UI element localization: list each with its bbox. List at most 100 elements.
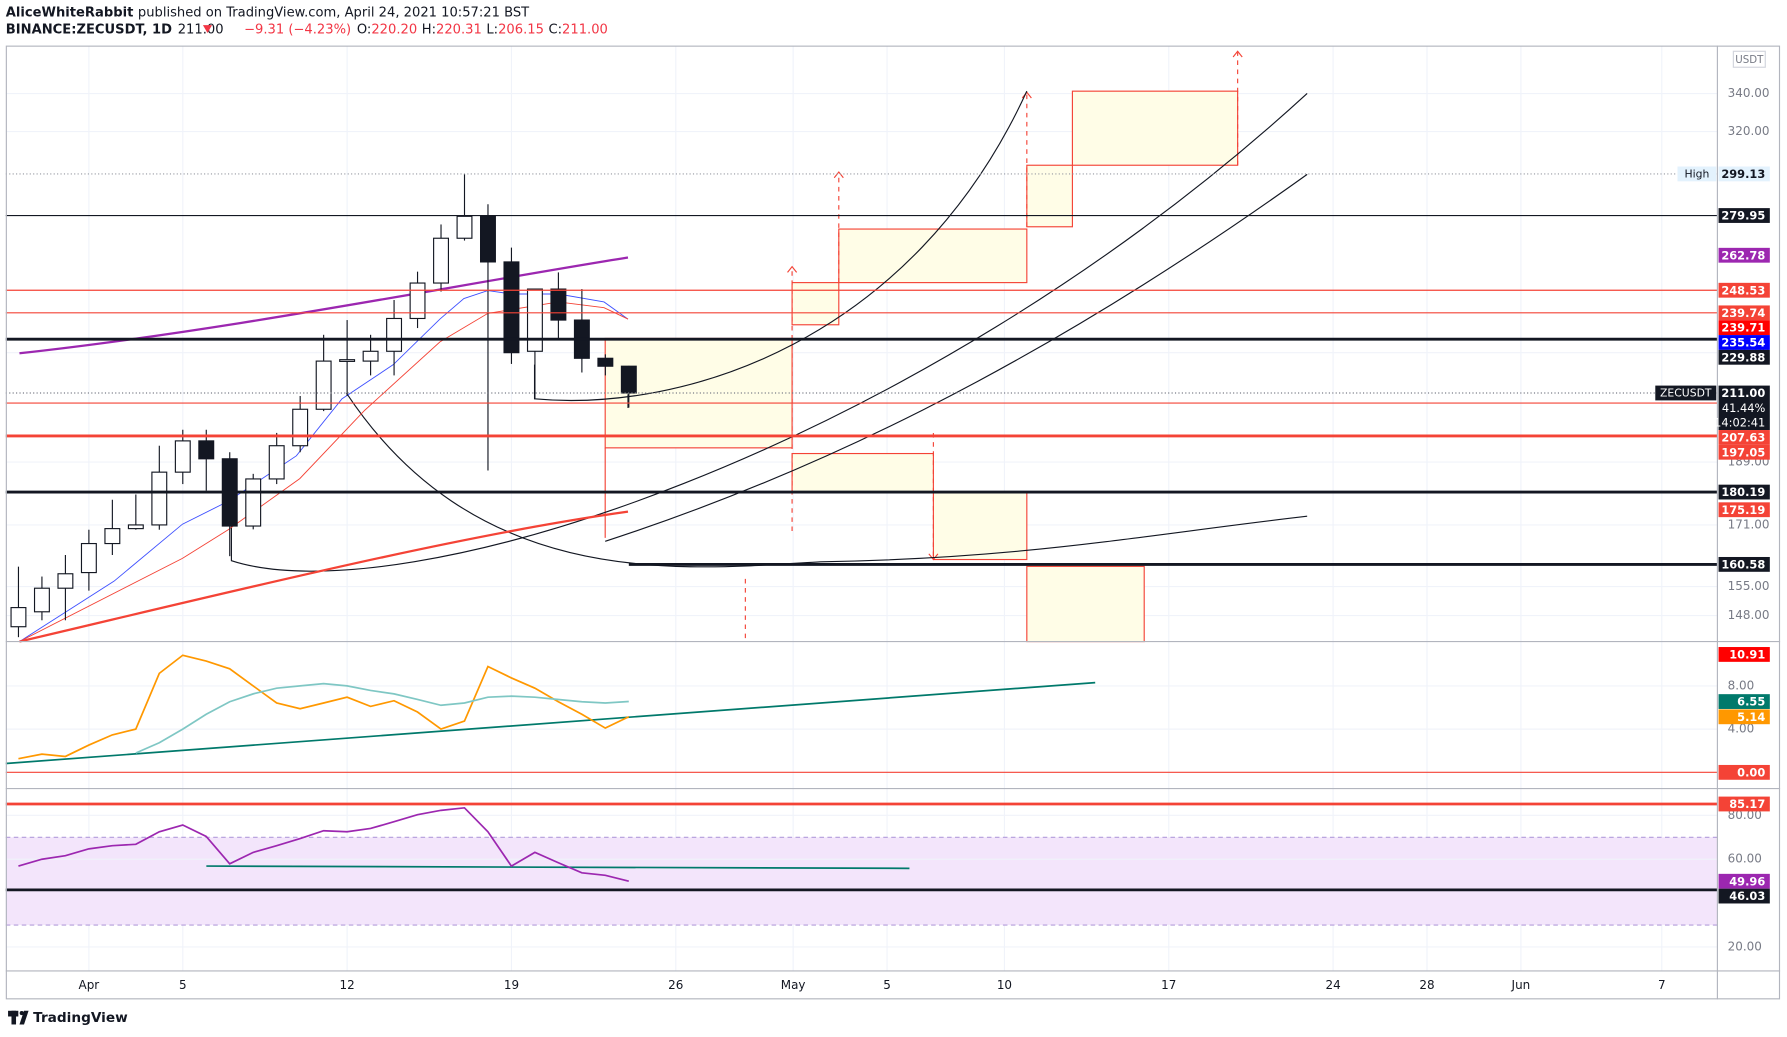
y-tick-label: 20.00 [1728, 939, 1762, 953]
candle-body [127, 524, 144, 530]
candle-body [550, 288, 567, 321]
candle-body [339, 359, 356, 362]
price-tag [1718, 247, 1770, 263]
candle-body [362, 350, 379, 362]
low-key: L: [486, 22, 498, 37]
x-tick-label: 12 [340, 978, 355, 992]
price-tag [1718, 430, 1770, 445]
price-tag-label: 279.95 [1721, 209, 1765, 223]
price-tag [1718, 647, 1770, 662]
box [932, 491, 1028, 561]
price-tag-label: 299.13 [1721, 167, 1765, 181]
candle-body [315, 360, 332, 410]
candle-body [503, 261, 520, 354]
candle-body [597, 357, 614, 367]
arrow-head [1232, 50, 1243, 58]
price-tag-label: 207.63 [1721, 431, 1765, 445]
price-tag [1718, 335, 1770, 350]
candle-body [33, 587, 50, 613]
trend-line [206, 865, 910, 870]
down-arrow-icon [202, 25, 213, 34]
drawings [5, 50, 1308, 870]
curve [533, 90, 1028, 402]
price-tag [1718, 796, 1770, 812]
candle-body [151, 471, 168, 526]
candle-body [526, 288, 543, 352]
price-tag-sublabel: 14:02:41 [1714, 416, 1765, 430]
price-tag-prefix: High [1684, 167, 1709, 180]
price-tag [1718, 320, 1770, 336]
candle-body [104, 528, 121, 545]
price-tag-label: 10.91 [1729, 648, 1765, 662]
price-tag [1718, 166, 1770, 182]
price-tag-label: 248.53 [1721, 283, 1765, 297]
price-tag-label: 46.03 [1729, 889, 1765, 903]
price-tag-label: 229.88 [1721, 350, 1765, 364]
projection-boxes [604, 90, 1239, 643]
price-tag-prefix-box [1655, 385, 1717, 401]
arrow-head [833, 171, 844, 179]
open-key: O: [357, 22, 372, 37]
price-tag [1718, 502, 1770, 518]
candle-body [620, 365, 637, 394]
open-value: 220.20 [371, 22, 417, 37]
band [5, 837, 1718, 926]
box [1071, 90, 1239, 166]
price-tag-label: 160.58 [1721, 557, 1765, 571]
x-tick-label: Apr [79, 978, 100, 992]
candle-body [409, 282, 426, 320]
candle-body [433, 237, 450, 284]
y-tick-label: 8.00 [1728, 678, 1755, 692]
header-line-2: BINANCE:ZECUSDT, 1D 211.00 −9.31 (−4.23%) O… [6, 22, 608, 37]
candle-body [57, 573, 74, 589]
candle-body [479, 215, 496, 263]
curve [605, 173, 1308, 542]
curve [346, 392, 1308, 568]
currency-box [1732, 50, 1766, 68]
price-tag [1718, 709, 1770, 725]
y-tick-label: 320.00 [1728, 124, 1770, 138]
indicator-line [18, 654, 630, 760]
price-tag [1718, 305, 1770, 321]
price-tag-label: 197.05 [1721, 445, 1765, 459]
price-tag [1718, 556, 1770, 572]
change: −9.31 (−4.23%) [244, 22, 351, 37]
brand: TradingView [33, 1010, 128, 1026]
x-tick-label: 7 [1658, 978, 1666, 992]
candle-body [245, 478, 262, 527]
box [1026, 164, 1073, 228]
x-tick-label: 28 [1419, 978, 1434, 992]
ema [19, 301, 629, 642]
price-tag [1718, 349, 1770, 365]
indicator-line [18, 806, 629, 883]
grid [5, 45, 1718, 971]
price-tag [1718, 484, 1770, 500]
arrow-head [928, 553, 939, 561]
x-tick-label: May [781, 978, 806, 992]
box [838, 228, 1028, 284]
price-tag [1718, 282, 1770, 298]
price-tag-label: 5.14 [1737, 710, 1765, 724]
currency: USDT [1735, 54, 1764, 66]
curves [230, 90, 1308, 572]
brand-logo [8, 1010, 29, 1025]
price-tag-label: 239.71 [1721, 321, 1765, 335]
close-value: 211.00 [562, 22, 608, 37]
axes: Apr 5 12 19 26 May 5 10 17 24 28 Jun 7 340.00 320.00 22… [79, 86, 1770, 992]
price-tag [1718, 444, 1770, 460]
price-tag-label: 180.19 [1721, 485, 1765, 499]
curve [230, 93, 1308, 572]
y-tick-label: 60.00 [1728, 852, 1762, 866]
candle-body [80, 542, 97, 574]
logo-part [19, 1010, 29, 1025]
candle-body [198, 440, 215, 460]
x-tick-label: 5 [179, 978, 187, 992]
price-tag [1718, 888, 1770, 904]
moving-average [19, 256, 629, 355]
y-tick-label: 171.00 [1728, 517, 1770, 531]
price-tag-label: 0.00 [1737, 765, 1765, 779]
x-tick-label: 19 [504, 978, 519, 992]
high-key: H: [422, 22, 436, 37]
price-tag-label: 85.17 [1729, 797, 1765, 811]
box [791, 452, 934, 493]
